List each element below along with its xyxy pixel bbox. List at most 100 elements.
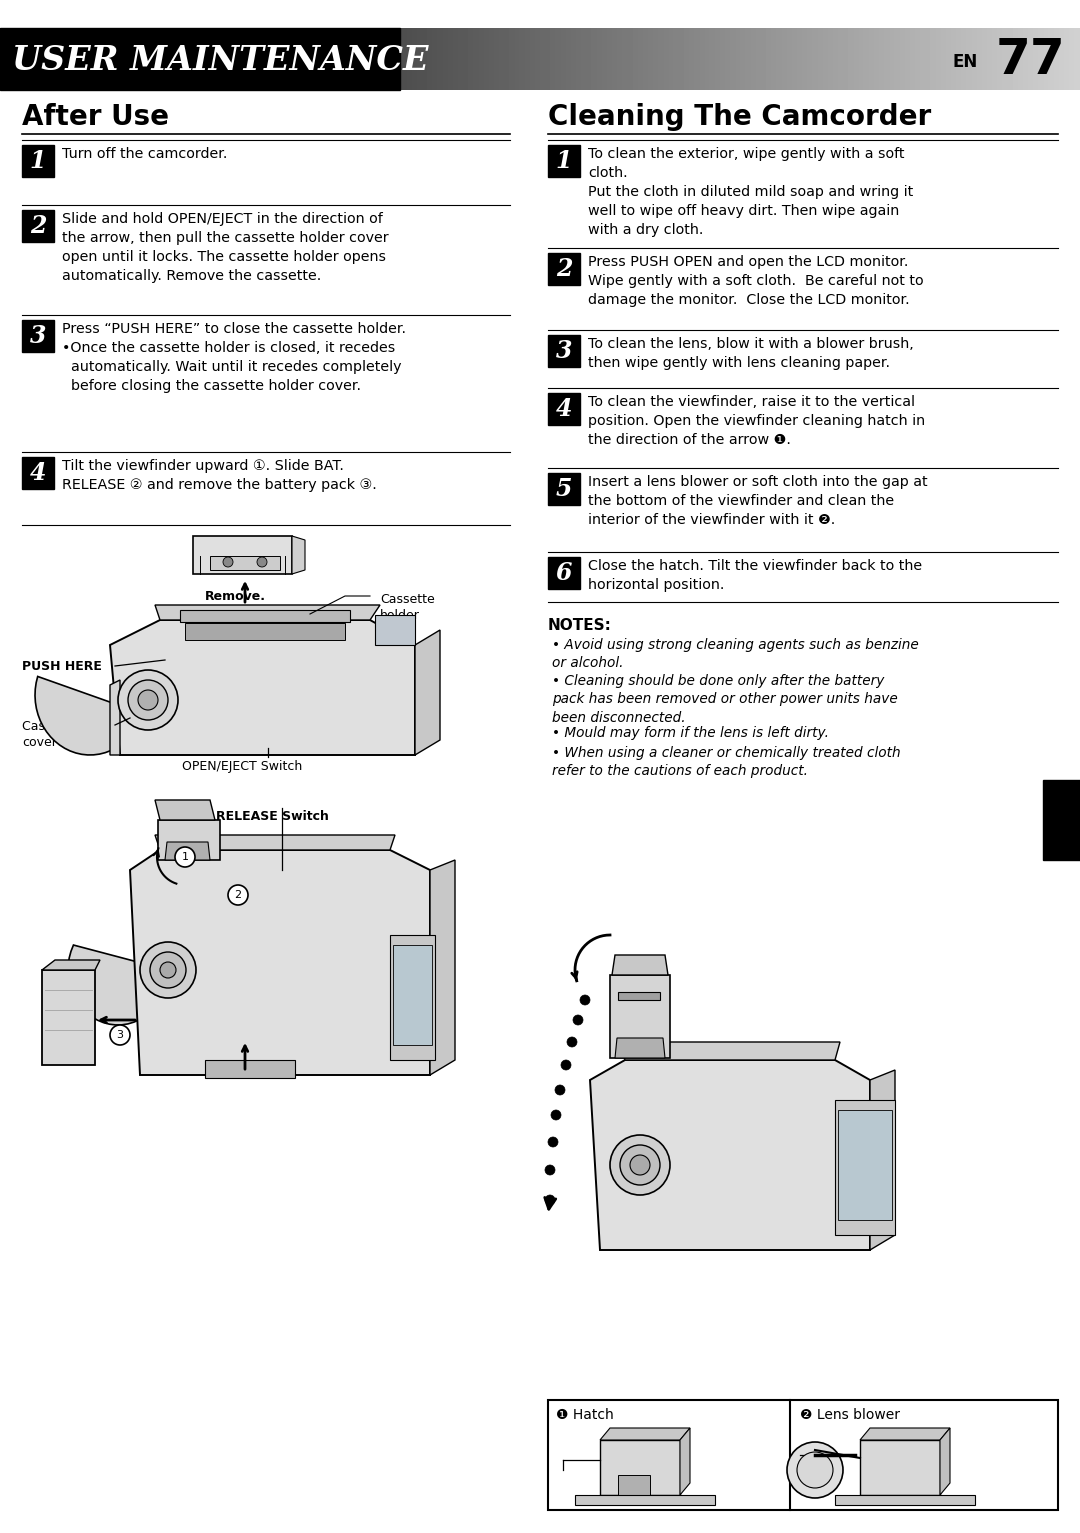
Text: Press “PUSH HERE” to close the cassette holder.
•Once the cassette holder is clo: Press “PUSH HERE” to close the cassette …: [62, 322, 406, 392]
Circle shape: [222, 556, 233, 567]
Text: After Use: After Use: [22, 103, 168, 130]
Bar: [548, 474, 580, 504]
Polygon shape: [158, 820, 220, 860]
Circle shape: [555, 1085, 565, 1095]
Circle shape: [545, 1165, 555, 1174]
Polygon shape: [860, 1429, 950, 1439]
Circle shape: [110, 1026, 130, 1046]
Polygon shape: [195, 540, 291, 556]
Polygon shape: [393, 944, 432, 1046]
Polygon shape: [165, 842, 210, 860]
Polygon shape: [390, 935, 435, 1059]
Circle shape: [548, 1137, 558, 1147]
Polygon shape: [156, 606, 380, 619]
Circle shape: [129, 681, 168, 721]
Bar: [1043, 780, 1080, 860]
Polygon shape: [210, 556, 280, 570]
Circle shape: [567, 1036, 577, 1047]
Text: PUSH HERE: PUSH HERE: [22, 659, 102, 673]
Polygon shape: [375, 615, 415, 645]
Text: 4: 4: [556, 397, 572, 422]
Text: Tilt the viewfinder upward ①. Slide BAT.
RELEASE ② and remove the battery pack ③: Tilt the viewfinder upward ①. Slide BAT.…: [62, 458, 377, 492]
Polygon shape: [193, 537, 292, 573]
Bar: [22, 320, 54, 353]
Text: • Mould may form if the lens is left dirty.: • Mould may form if the lens is left dir…: [552, 725, 829, 739]
Text: NOTES:: NOTES:: [548, 618, 612, 633]
Circle shape: [118, 670, 178, 730]
Polygon shape: [430, 860, 455, 1075]
Text: 1: 1: [181, 852, 189, 862]
Bar: [22, 146, 54, 176]
Polygon shape: [860, 1439, 940, 1495]
Polygon shape: [615, 1038, 665, 1058]
Polygon shape: [180, 610, 350, 622]
Text: Cassette
holder: Cassette holder: [380, 593, 435, 622]
Circle shape: [561, 1059, 571, 1070]
Text: ❶ Hatch: ❶ Hatch: [556, 1407, 613, 1423]
Text: Insert a lens blower or soft cloth into the gap at
the bottom of the viewfinder : Insert a lens blower or soft cloth into …: [588, 475, 928, 527]
Polygon shape: [110, 619, 415, 754]
Bar: [548, 556, 580, 589]
Bar: [548, 1400, 1058, 1510]
Circle shape: [160, 963, 176, 978]
Bar: [548, 253, 580, 285]
Text: BAT. RELEASE Switch: BAT. RELEASE Switch: [183, 809, 329, 823]
Polygon shape: [575, 1495, 715, 1505]
Text: 2: 2: [556, 258, 572, 281]
Text: EN: EN: [953, 54, 978, 71]
Text: Press PUSH OPEN and open the LCD monitor.
Wipe gently with a soft cloth.  Be car: Press PUSH OPEN and open the LCD monitor…: [588, 254, 923, 307]
Polygon shape: [292, 537, 305, 573]
Circle shape: [140, 941, 195, 998]
Text: 1: 1: [556, 149, 572, 173]
Polygon shape: [590, 1059, 870, 1249]
Text: 3: 3: [30, 323, 46, 348]
Polygon shape: [42, 960, 100, 970]
Circle shape: [150, 952, 186, 987]
Text: Turn off the camcorder.: Turn off the camcorder.: [62, 147, 228, 161]
Circle shape: [573, 1015, 583, 1026]
Polygon shape: [42, 970, 95, 1065]
Polygon shape: [618, 1475, 650, 1495]
Polygon shape: [835, 1101, 895, 1236]
Text: 4: 4: [30, 461, 46, 484]
Text: 3: 3: [117, 1030, 123, 1039]
Polygon shape: [185, 622, 345, 639]
Polygon shape: [68, 944, 168, 1026]
Polygon shape: [35, 676, 143, 754]
Polygon shape: [130, 849, 430, 1075]
Circle shape: [551, 1110, 561, 1121]
Polygon shape: [110, 681, 120, 754]
Text: OPEN/EJECT Switch: OPEN/EJECT Switch: [183, 760, 302, 773]
Text: • Avoid using strong cleaning agents such as benzine
or alcohol.: • Avoid using strong cleaning agents suc…: [552, 638, 919, 670]
Text: 1: 1: [30, 149, 46, 173]
Circle shape: [228, 885, 248, 904]
Circle shape: [138, 690, 158, 710]
Polygon shape: [870, 1070, 895, 1249]
Polygon shape: [838, 1110, 892, 1220]
Text: 2: 2: [234, 891, 242, 900]
Circle shape: [257, 556, 267, 567]
Text: Remove.: Remove.: [205, 590, 266, 602]
Text: • When using a cleaner or chemically treated cloth
refer to the cautions of each: • When using a cleaner or chemically tre…: [552, 747, 901, 779]
Circle shape: [545, 1196, 555, 1205]
Text: To clean the exterior, wipe gently with a soft
cloth.
Put the cloth in diluted m: To clean the exterior, wipe gently with …: [588, 147, 914, 236]
Polygon shape: [940, 1429, 950, 1495]
Text: 2: 2: [30, 215, 46, 238]
Circle shape: [610, 1134, 670, 1196]
Text: To clean the viewfinder, raise it to the vertical
position. Open the viewfinder : To clean the viewfinder, raise it to the…: [588, 396, 926, 448]
Polygon shape: [620, 1042, 840, 1059]
Text: USER MAINTENANCE: USER MAINTENANCE: [12, 43, 429, 77]
Polygon shape: [835, 1495, 975, 1505]
Text: Cassette holder
cover: Cassette holder cover: [22, 721, 121, 750]
Circle shape: [175, 848, 195, 868]
Circle shape: [797, 1452, 833, 1489]
Text: To clean the lens, blow it with a blower brush,
then wipe gently with lens clean: To clean the lens, blow it with a blower…: [588, 337, 914, 369]
Polygon shape: [618, 992, 660, 1000]
Bar: [22, 210, 54, 242]
Polygon shape: [600, 1439, 680, 1495]
Polygon shape: [612, 955, 669, 975]
Text: 77: 77: [996, 35, 1065, 84]
Bar: [0, 28, 400, 90]
Circle shape: [580, 995, 590, 1006]
Circle shape: [787, 1443, 843, 1498]
